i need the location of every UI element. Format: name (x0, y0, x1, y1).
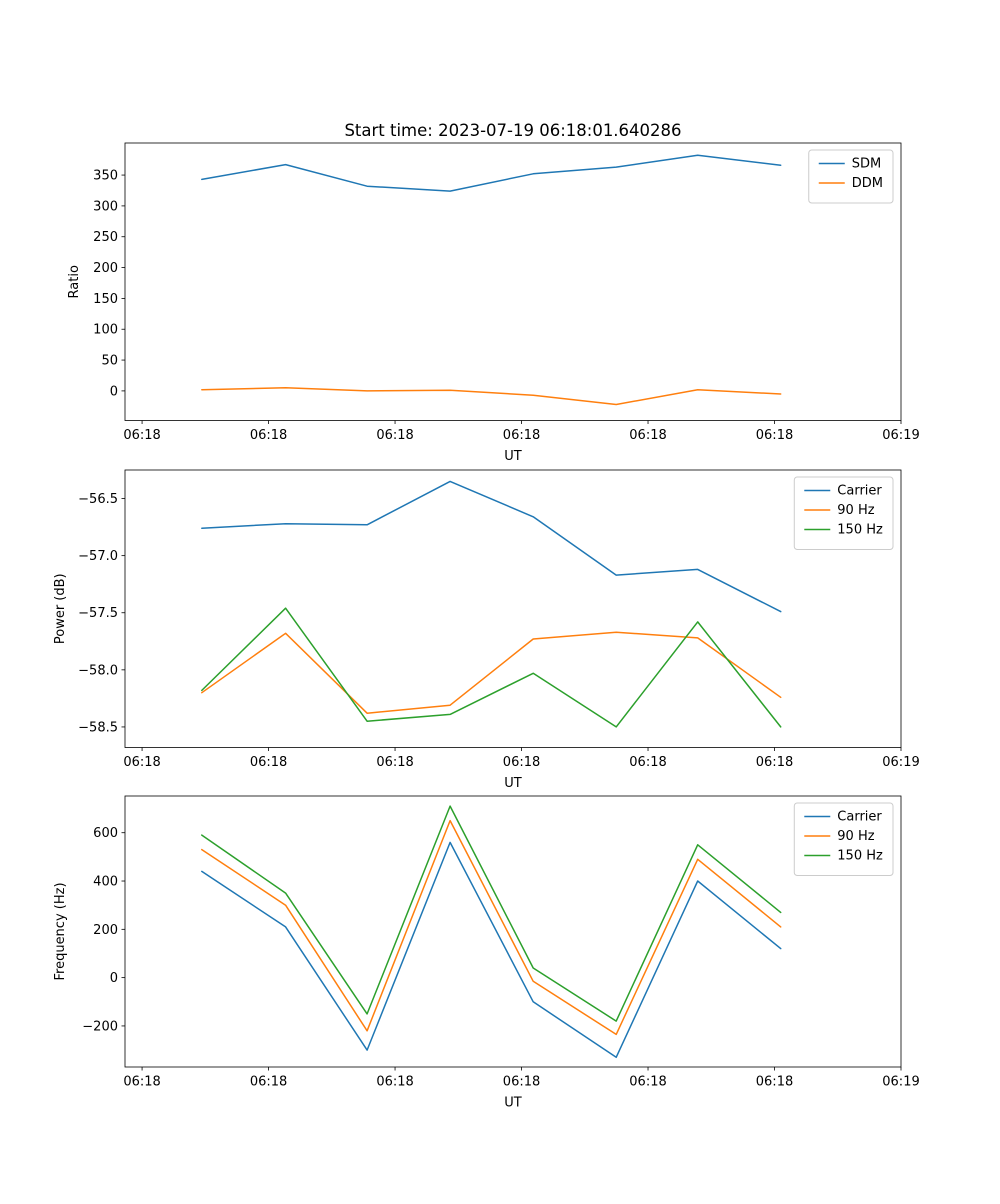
y-tick-label: 300 (93, 199, 118, 214)
x-tick-label: 06:19 (882, 755, 919, 770)
ylabel-frequency: Frequency (Hz) (53, 882, 68, 980)
y-tick-label: −200 (82, 1019, 118, 1034)
legend-label: 150 Hz (837, 523, 883, 538)
legend-label: 150 Hz (837, 849, 883, 864)
y-tick-label: 250 (93, 230, 118, 245)
series-line-ddm (201, 387, 782, 406)
x-tick-label: 06:18 (250, 755, 287, 770)
legend-label: Carrier (837, 810, 882, 825)
xlabel-ut-3: UT (504, 1096, 522, 1111)
y-tick-label: 600 (93, 826, 118, 841)
series-line-90-hz (201, 819, 782, 1036)
y-tick-label: 150 (93, 292, 118, 307)
legend: SDM DDM (808, 149, 894, 204)
y-tick-label: 0 (110, 384, 118, 399)
x-tick-label: 06:18 (756, 755, 793, 770)
axes-frame (124, 795, 902, 1068)
subplot-frequency: 06:18 06:18 06:18 06:18 06:18 06:18 06:19 −200 0… (82, 795, 920, 1090)
legend: Carrier 90 Hz 150 Hz (793, 476, 894, 550)
legend-label: SDM (852, 157, 881, 172)
y-tick-label: 100 (93, 323, 118, 338)
ylabel-power: Power (dB) (53, 573, 68, 644)
figure-title: Start time: 2023-07-19 06:18:01.640286 (344, 121, 681, 140)
y-tick-label: 200 (93, 923, 118, 938)
x-tick-label: 06:18 (629, 1075, 666, 1090)
series-line-carrier (201, 841, 782, 1059)
ylabel-ratio: Ratio (67, 265, 82, 298)
axes-frame (124, 142, 902, 421)
x-tick-label: 06:18 (503, 755, 540, 770)
x-tick-label: 06:18 (756, 1075, 793, 1090)
x-tick-label: 06:18 (376, 755, 413, 770)
subplot-ratio: 06:18 06:18 06:18 06:18 06:18 06:18 06:19 0 50 10… (93, 142, 920, 443)
x-tick-label: 06:18 (123, 428, 160, 443)
x-tick-label: 06:18 (376, 428, 413, 443)
legend-box (793, 802, 894, 876)
series-line-90-hz (201, 631, 782, 714)
x-tick-label: 06:18 (376, 1075, 413, 1090)
y-tick-label: −57.0 (78, 549, 118, 564)
series-line-150-hz (201, 805, 782, 1022)
legend-label: 90 Hz (837, 503, 874, 518)
x-tick-label: 06:18 (503, 428, 540, 443)
series-line-sdm (201, 154, 782, 192)
series-line-150-hz (201, 607, 782, 728)
legend: Carrier 90 Hz 150 Hz (793, 802, 894, 876)
x-tick-label: 06:19 (882, 1075, 919, 1090)
subplot-power: 06:18 06:18 06:18 06:18 06:18 06:18 06:19 −56.5… (78, 469, 920, 770)
x-tick-label: 06:18 (123, 1075, 160, 1090)
x-tick-label: 06:18 (756, 428, 793, 443)
y-tick-label: 0 (110, 971, 118, 986)
y-tick-label: −58.5 (78, 720, 118, 735)
series-line-carrier (201, 480, 782, 613)
y-tick-label: −57.5 (78, 606, 118, 621)
legend-box (793, 476, 894, 550)
xlabel-ut-2: UT (504, 776, 522, 791)
legend-label: Carrier (837, 484, 882, 499)
x-tick-label: 06:18 (503, 1075, 540, 1090)
legend-label: DDM (852, 176, 883, 191)
x-tick-label: 06:18 (629, 428, 666, 443)
x-tick-label: 06:18 (123, 755, 160, 770)
x-tick-label: 06:19 (882, 428, 919, 443)
y-tick-label: 50 (101, 354, 118, 369)
y-tick-label: 400 (93, 875, 118, 890)
x-tick-label: 06:18 (250, 1075, 287, 1090)
y-tick-label: 350 (93, 169, 118, 184)
axes-frame (124, 469, 902, 748)
y-tick-label: 200 (93, 261, 118, 276)
y-tick-label: −58.0 (78, 663, 118, 678)
x-tick-label: 06:18 (629, 755, 666, 770)
x-tick-label: 06:18 (250, 428, 287, 443)
y-tick-label: −56.5 (78, 492, 118, 507)
xlabel-ut-1: UT (504, 449, 522, 464)
legend-label: 90 Hz (837, 829, 874, 844)
